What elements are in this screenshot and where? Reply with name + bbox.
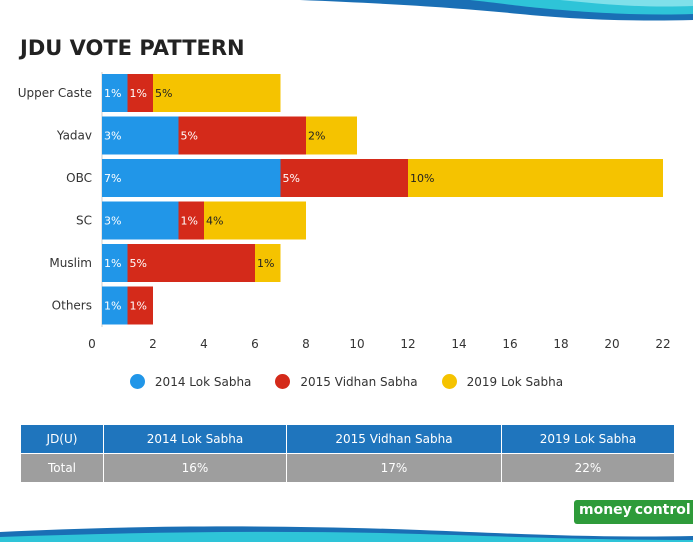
bar-segment <box>280 159 408 197</box>
data-label: 1% <box>104 257 121 270</box>
data-label: 4% <box>206 215 223 228</box>
table-cell: 17% <box>286 453 502 483</box>
bar-segment <box>255 244 281 282</box>
data-label: 1% <box>104 300 121 313</box>
x-tick-label: 0 <box>88 337 96 351</box>
data-label: 1% <box>257 257 274 270</box>
data-label: 3% <box>104 130 121 143</box>
data-label: 10% <box>410 172 434 185</box>
x-tick-label: 22 <box>655 337 670 351</box>
x-tick-label: 18 <box>553 337 568 351</box>
legend-item: 2015 Vidhan Sabha <box>275 374 418 389</box>
data-label: 5% <box>130 257 147 270</box>
top-decoration <box>300 0 693 21</box>
summary-table: JD(U) 2014 Lok Sabha 2015 Vidhan Sabha 2… <box>20 424 675 483</box>
table-header-cell: 2019 Lok Sabha <box>501 424 675 454</box>
moneycontrol-logo: money control <box>574 500 693 524</box>
x-tick-label: 12 <box>400 337 415 351</box>
x-tick-label: 6 <box>251 337 259 351</box>
x-tick-label: 14 <box>451 337 466 351</box>
bar-segment <box>408 159 663 197</box>
legend: 2014 Lok Sabha 2015 Vidhan Sabha 2019 Lok … <box>0 374 693 389</box>
category-label: Muslim <box>49 256 92 270</box>
x-tick-label: 8 <box>302 337 310 351</box>
legend-swatch <box>129 374 145 389</box>
logo-part-control: control <box>634 500 693 524</box>
category-label: SC <box>76 214 92 228</box>
chart-title: JDU VOTE PATTERN <box>20 36 245 60</box>
bar-segment <box>127 286 153 325</box>
x-tick-label: 2 <box>149 337 157 351</box>
bar-chart: Upper Caste 1% 1% 5% Yadav 3% 5% 2% OBC 7% 5% 10% SC… <box>18 72 671 351</box>
table-header-cell: JD(U) <box>20 424 104 454</box>
bar-segment <box>102 159 281 197</box>
category-label: OBC <box>66 171 92 185</box>
bar-segment <box>102 116 179 155</box>
bar-segment <box>127 74 153 112</box>
bar-segment <box>204 201 306 240</box>
data-label: 1% <box>130 300 147 313</box>
bar-segment <box>153 74 281 112</box>
bar-segment <box>102 286 128 325</box>
table-header-cell: 2015 Vidhan Sabha <box>286 424 502 454</box>
legend-swatch <box>275 374 291 389</box>
legend-label: 2019 Lok Sabha <box>466 374 564 389</box>
bar-segment <box>102 201 179 240</box>
data-label: 5% <box>283 172 300 185</box>
legend-item: 2019 Lok Sabha <box>441 374 564 389</box>
bottom-decoration <box>0 526 693 542</box>
bar-segment <box>102 74 128 112</box>
x-tick-label: 20 <box>604 337 619 351</box>
category-label: Upper Caste <box>18 86 92 100</box>
legend-label: 2014 Lok Sabha <box>154 374 252 389</box>
data-label: 7% <box>104 172 121 185</box>
x-tick-label: 10 <box>349 337 364 351</box>
data-label: 5% <box>181 130 198 143</box>
x-tick-label: 4 <box>200 337 208 351</box>
data-label: 3% <box>104 215 121 228</box>
category-label: Others <box>52 299 92 313</box>
table-cell: Total <box>20 453 104 483</box>
table-row: Total 16% 17% 22% <box>20 453 675 483</box>
legend-item: 2014 Lok Sabha <box>129 374 252 389</box>
bar-segment <box>306 116 357 155</box>
data-label: 1% <box>104 87 121 100</box>
legend-swatch <box>441 374 457 389</box>
table-cell: 22% <box>501 453 675 483</box>
bar-segment <box>178 201 204 240</box>
category-label: Yadav <box>56 129 92 143</box>
bar-segment <box>127 244 255 282</box>
data-label: 1% <box>130 87 147 100</box>
bar-segment <box>178 116 306 155</box>
data-label: 2% <box>308 130 325 143</box>
bar-segment <box>102 244 128 282</box>
table-header-cell: 2014 Lok Sabha <box>103 424 287 454</box>
x-tick-label: 16 <box>502 337 517 351</box>
data-label: 1% <box>181 215 198 228</box>
legend-label: 2015 Vidhan Sabha <box>300 374 418 389</box>
table-cell: 16% <box>103 453 287 483</box>
logo-part-money: money <box>574 500 635 524</box>
data-label: 5% <box>155 87 172 100</box>
table-header-row: JD(U) 2014 Lok Sabha 2015 Vidhan Sabha 2… <box>20 424 675 454</box>
